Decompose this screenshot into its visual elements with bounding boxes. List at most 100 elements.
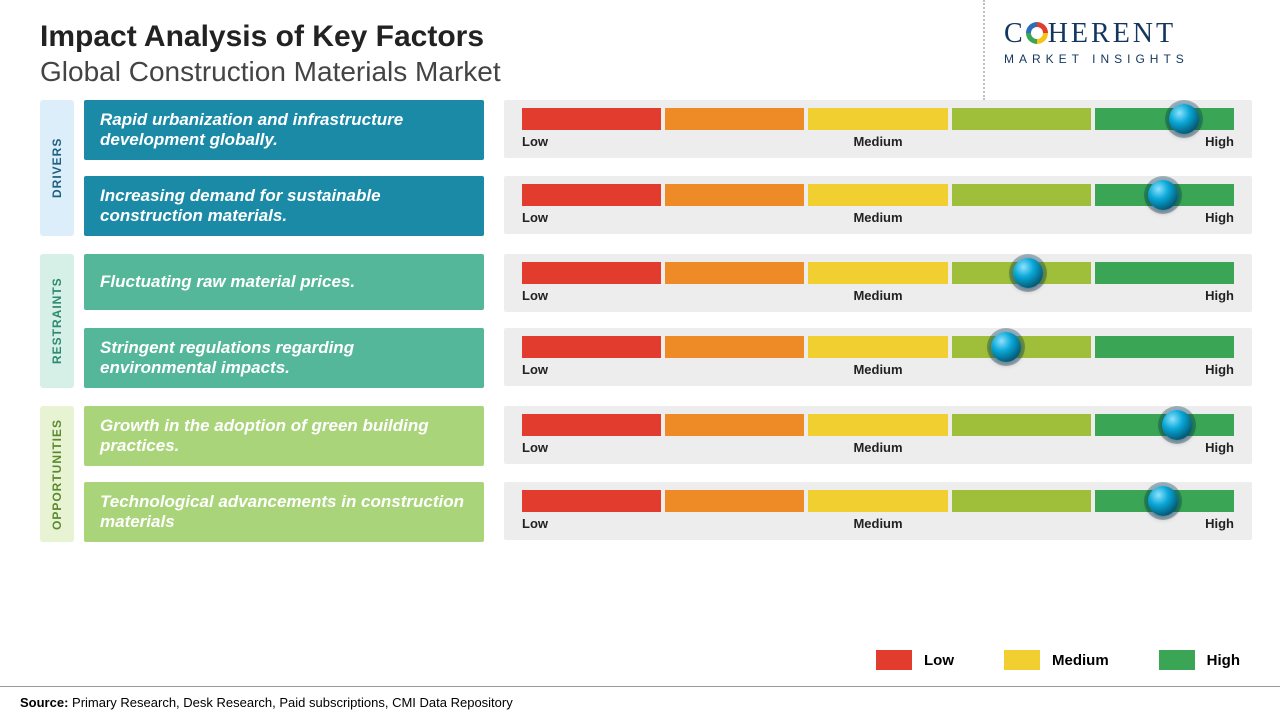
legend-label: Low (924, 652, 954, 669)
legend-swatch (1159, 650, 1195, 670)
scale-segment (522, 490, 661, 512)
scale-segment (808, 108, 947, 130)
scale-segment (1095, 262, 1234, 284)
scale-knob-icon (1169, 104, 1199, 134)
scale-segment (665, 414, 804, 436)
scale-segment (952, 184, 1091, 206)
legend-label: Medium (1052, 652, 1109, 669)
legend-item: High (1159, 650, 1240, 670)
factor-row: Growth in the adoption of green building… (84, 406, 1252, 466)
scale-segment (665, 336, 804, 358)
scale-segment (522, 336, 661, 358)
source-text: Primary Research, Desk Research, Paid su… (68, 695, 512, 710)
scale-segment (808, 262, 947, 284)
scale-labels: Low Medium High (522, 362, 1234, 380)
scale-segment (665, 262, 804, 284)
scale-segment (665, 108, 804, 130)
scale-knob-icon (1148, 180, 1178, 210)
scale-segment (522, 414, 661, 436)
factor-label: Growth in the adoption of green building… (84, 406, 484, 466)
impact-scale: Low Medium High (504, 100, 1252, 158)
scale-segment (952, 108, 1091, 130)
legend-item: Medium (1004, 650, 1109, 670)
scale-bar (522, 414, 1234, 436)
scale-segment (808, 490, 947, 512)
scale-segment (522, 108, 661, 130)
impact-scale: Low Medium High (504, 254, 1252, 312)
logo-left: C (1004, 18, 1026, 49)
factor-label: Rapid urbanization and infrastructure de… (84, 100, 484, 160)
scale-segment (522, 184, 661, 206)
scale-segment (952, 336, 1091, 358)
scale-low-label: Low (522, 440, 548, 455)
scale-low-label: Low (522, 210, 548, 225)
content-area: DRIVERS Rapid urbanization and infrastruc… (0, 94, 1280, 542)
scale-medium-label: Medium (853, 134, 902, 149)
scale-knob-icon (991, 332, 1021, 362)
factor-label: Increasing demand for sustainable constr… (84, 176, 484, 236)
scale-segment (952, 414, 1091, 436)
scale-bar (522, 184, 1234, 206)
scale-low-label: Low (522, 288, 548, 303)
logo-text: C HERENT (1004, 18, 1254, 50)
scale-bar (522, 108, 1234, 130)
impact-scale: Low Medium High (504, 328, 1252, 386)
scale-low-label: Low (522, 516, 548, 531)
legend-swatch (1004, 650, 1040, 670)
scale-segment (808, 414, 947, 436)
scale-bar (522, 490, 1234, 512)
scale-medium-label: Medium (853, 440, 902, 455)
scale-segment (808, 184, 947, 206)
scale-high-label: High (1205, 134, 1234, 149)
scale-high-label: High (1205, 440, 1234, 455)
scale-high-label: High (1205, 288, 1234, 303)
scale-medium-label: Medium (853, 362, 902, 377)
group-rows: Rapid urbanization and infrastructure de… (84, 100, 1252, 236)
scale-labels: Low Medium High (522, 440, 1234, 458)
impact-scale: Low Medium High (504, 482, 1252, 540)
scale-bar (522, 336, 1234, 358)
impact-scale: Low Medium High (504, 176, 1252, 234)
logo-subtext: MARKET INSIGHTS (1004, 52, 1254, 66)
brand-logo: C HERENT MARKET INSIGHTS (1004, 18, 1254, 66)
group-rows: Fluctuating raw material prices. Low Mediu… (84, 254, 1252, 388)
logo-right: HERENT (1048, 18, 1176, 49)
factor-row: Increasing demand for sustainable constr… (84, 176, 1252, 236)
source-label: Source: (20, 695, 68, 710)
legend-item: Low (876, 650, 954, 670)
scale-low-label: Low (522, 362, 548, 377)
group-tab-drivers: DRIVERS (40, 100, 74, 236)
scale-knob-icon (1162, 410, 1192, 440)
scale-medium-label: Medium (853, 516, 902, 531)
scale-segment (952, 490, 1091, 512)
scale-segment (665, 184, 804, 206)
source-footer: Source: Primary Research, Desk Research,… (0, 686, 1280, 710)
scale-high-label: High (1205, 516, 1234, 531)
group-tab-opportunities: OPPORTUNITIES (40, 406, 74, 542)
scale-low-label: Low (522, 134, 548, 149)
scale-segment (808, 336, 947, 358)
scale-labels: Low Medium High (522, 288, 1234, 306)
factor-row: Rapid urbanization and infrastructure de… (84, 100, 1252, 160)
scale-medium-label: Medium (853, 288, 902, 303)
scale-high-label: High (1205, 362, 1234, 377)
legend-label: High (1207, 652, 1240, 669)
factor-label: Stringent regulations regarding environm… (84, 328, 484, 388)
scale-medium-label: Medium (853, 210, 902, 225)
scale-labels: Low Medium High (522, 134, 1234, 152)
scale-labels: Low Medium High (522, 516, 1234, 534)
scale-bar (522, 262, 1234, 284)
factor-group: OPPORTUNITIES Growth in the adoption of g… (40, 406, 1252, 542)
factor-label: Fluctuating raw material prices. (84, 254, 484, 310)
logo-icon (1026, 22, 1048, 44)
scale-high-label: High (1205, 210, 1234, 225)
scale-segment (522, 262, 661, 284)
scale-segment (1095, 336, 1234, 358)
factor-row: Stringent regulations regarding environm… (84, 328, 1252, 388)
factor-group: RESTRAINTSFluctuating raw material price… (40, 254, 1252, 388)
factor-group: DRIVERS Rapid urbanization and infrastruc… (40, 100, 1252, 236)
legend-swatch (876, 650, 912, 670)
factor-row: Technological advancements in constructi… (84, 482, 1252, 542)
scale-knob-icon (1013, 258, 1043, 288)
scale-knob-icon (1148, 486, 1178, 516)
